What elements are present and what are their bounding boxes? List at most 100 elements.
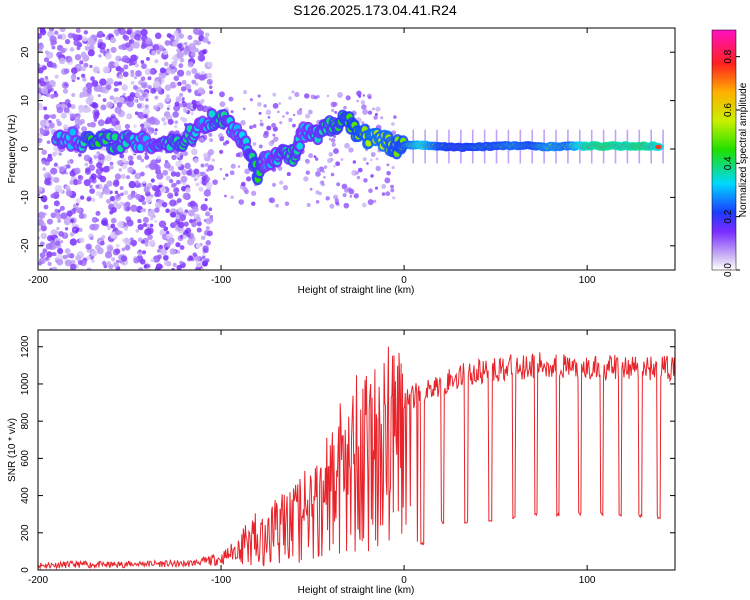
spectrogram-noise-cell (49, 127, 53, 131)
spectrogram-noise-cell (44, 78, 49, 83)
spectrogram-noise-cell (119, 28, 127, 36)
spectrogram-noise-cell (165, 175, 171, 181)
spectrogram-noise-cell (237, 165, 241, 168)
spectrogram-noise-cell (244, 168, 250, 175)
spectrogram-noise-cell (185, 70, 192, 76)
spectrogram-noise-cell (114, 229, 121, 236)
spectrogram-noise-cell (235, 152, 241, 158)
spectrogram-noise-cell (194, 30, 200, 36)
spectrogram-noise-cell (183, 49, 189, 55)
spectrogram-noise-cell (204, 163, 209, 167)
spectrogram-noise-cell (273, 136, 279, 142)
spectrogram-noise-cell (50, 212, 57, 219)
spectrogram-noise-cell (146, 56, 150, 61)
spectrogram-noise-cell (102, 166, 110, 173)
spectrogram-noise-cell (140, 28, 148, 37)
spectrogram-noise-cell (130, 239, 137, 246)
spectrogram-noise-cell (137, 224, 144, 231)
spectrogram-noise-cell (48, 122, 55, 129)
spectrogram-noise-cell (56, 226, 60, 231)
spectrogram-noise-cell (54, 74, 59, 79)
spectrogram-noise-cell (72, 207, 77, 212)
spectrogram-x-axis-label: Height of straight line (km) (298, 285, 415, 296)
spectrogram-noise-cell (138, 249, 142, 253)
spectrogram-noise-cell (175, 37, 180, 42)
spectrogram-noise-cell (249, 98, 253, 102)
spectrogram-noise-cell (158, 71, 167, 79)
spectrogram-noise-cell (205, 240, 211, 246)
snr-x-tick-label: -100 (211, 575, 231, 586)
spectrogram-noise-cell (258, 111, 262, 115)
spectrogram-noise-cell (318, 191, 322, 196)
spectrogram-noise-cell (59, 205, 65, 211)
spectrogram-noise-cell (147, 85, 152, 90)
spectrogram-ridge-cell (69, 128, 76, 136)
spectrogram-noise-cell (205, 217, 213, 225)
spectrogram-noise-cell (58, 152, 62, 156)
spectrogram-noise-cell (149, 68, 156, 75)
spectrogram-noise-cell (69, 238, 78, 246)
spectrogram-noise-cell (166, 241, 172, 247)
spectrogram-noise-cell (349, 195, 353, 198)
spectrogram-noise-cell (334, 110, 338, 114)
spectrogram-noise-cell (39, 28, 47, 36)
spectrogram-noise-cell (66, 164, 71, 169)
spectrogram-noise-cell (316, 167, 321, 172)
spectrogram-noise-cell (56, 165, 60, 169)
spectrogram-noise-cell (195, 182, 200, 187)
spectrogram-noise-cell (164, 84, 172, 91)
spectrogram-noise-cell (150, 178, 155, 183)
spectrogram-noise-cell (181, 100, 185, 104)
spectrogram-noise-cell (44, 75, 49, 80)
spectrogram-noise-cell (135, 70, 142, 77)
spectrogram-noise-cell (139, 113, 145, 119)
spectrogram-noise-cell (199, 137, 205, 144)
spectrogram-noise-cell (66, 160, 71, 164)
spectrogram-noise-cell (51, 151, 57, 157)
spectrogram-noise-cell (62, 170, 66, 174)
spectrogram-noise-cell (144, 104, 149, 109)
spectrogram-noise-cell (115, 88, 119, 92)
spectrogram-noise-cell (91, 80, 99, 87)
snr-x-tick-label: 100 (579, 575, 596, 586)
spectrogram-noise-cell (390, 184, 394, 189)
spectrogram-noise-cell (74, 118, 81, 125)
chart-title: S126.2025.173.04.41.R24 (293, 2, 457, 18)
spectrogram-noise-cell (169, 237, 175, 243)
spectrogram-noise-cell (38, 186, 43, 192)
spectrogram-noise-cell (328, 137, 332, 141)
spectrogram-noise-cell (143, 114, 148, 119)
spectrogram-noise-cell (228, 96, 234, 102)
snr-series-line (38, 346, 675, 570)
spectrogram-noise-cell (174, 125, 178, 129)
spectrogram-noise-cell (176, 48, 181, 53)
spectrogram-noise-cell (166, 66, 171, 72)
spectrogram-noise-cell (125, 175, 131, 180)
spectrogram-noise-cell (343, 105, 347, 110)
spectrogram-noise-cell (356, 90, 362, 97)
spectrogram-noise-cell (148, 239, 156, 247)
colorbar: 0.0 0.2 0.4 0.6 0.8 Normalized spectral ampl… (711, 29, 749, 277)
spectrogram-noise-cell (153, 219, 158, 223)
spectrogram-noise-cell (54, 30, 59, 36)
spectrogram-noise-cell (80, 107, 85, 113)
spectrogram-noise-cell (177, 81, 182, 86)
spectrogram-noise-cell (69, 47, 75, 52)
spectrogram-noise-cell (197, 54, 205, 62)
spectrogram-noise-cell (64, 39, 71, 45)
spectrogram-noise-cell (219, 101, 226, 108)
spectrogram-noise-cell (164, 96, 170, 102)
spectrogram-noise-cell (97, 153, 105, 161)
spectrogram-noise-cell (64, 259, 72, 267)
colorbar-gradient (711, 29, 737, 271)
spectrogram-noise-cell (105, 117, 113, 124)
spectrogram-noise-cell (126, 100, 135, 108)
spectrogram-noise-cell (160, 248, 168, 256)
spectrogram-noise-cell (122, 71, 129, 78)
spectrogram-noise-cell (246, 176, 252, 182)
spectrogram-noise-cell (109, 161, 114, 166)
spectrogram-noise-cell (206, 181, 213, 189)
spectrogram-noise-cell (209, 138, 214, 143)
spectrogram-noise-cell (181, 97, 185, 101)
spectrogram-noise-cell (263, 104, 267, 108)
